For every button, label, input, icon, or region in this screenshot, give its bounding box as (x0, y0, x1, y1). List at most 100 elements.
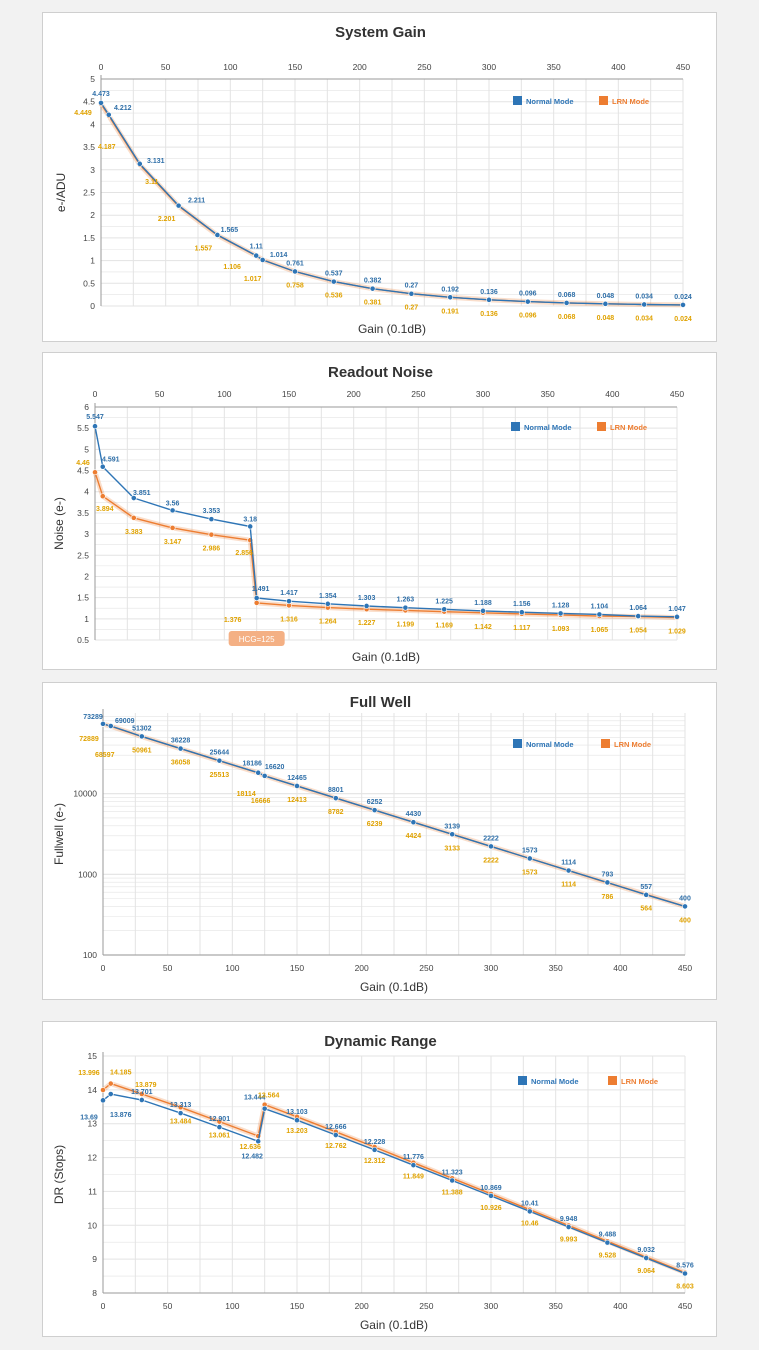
lrn-data-label: 2222 (483, 857, 499, 864)
normal-data-label: 5.547 (86, 414, 104, 421)
x-tick-label: 400 (611, 62, 625, 72)
x-tick-label: 450 (670, 389, 684, 399)
x-tick-label: 250 (419, 1301, 433, 1311)
normal-data-label: 9.032 (637, 1247, 655, 1254)
normal-data-label: 12.901 (209, 1116, 231, 1123)
normal-data-label: 36228 (171, 738, 191, 745)
normal-data-point (247, 523, 254, 530)
normal-data-point (294, 1117, 300, 1124)
y-tick-label: 3 (84, 529, 89, 539)
lrn-data-label: 3133 (444, 845, 460, 852)
lrn-data-point (100, 1087, 106, 1093)
normal-data-label: 16620 (265, 764, 285, 771)
lrn-data-label: 12413 (287, 797, 307, 804)
x-tick-label: 100 (225, 1301, 239, 1311)
normal-data-label: 1.11 (250, 244, 263, 251)
lrn-data-label: 1.557 (195, 245, 213, 252)
normal-data-point (105, 111, 112, 118)
normal-data-label: 1.014 (270, 252, 288, 259)
lrn-data-label: 1.017 (244, 276, 262, 283)
x-tick-label: 100 (225, 963, 239, 973)
lrn-data-label: 10.46 (521, 1221, 539, 1228)
legend-lrn-swatch (599, 96, 608, 105)
lrn-data-label: 1.142 (474, 624, 492, 631)
normal-data-point (107, 723, 114, 729)
x-tick-label: 350 (547, 62, 561, 72)
normal-data-label: 0.192 (441, 286, 459, 293)
normal-data-label: 9.948 (560, 1216, 578, 1223)
normal-data-label: 2222 (483, 835, 499, 842)
x-tick-label: 0 (93, 389, 98, 399)
normal-data-point (643, 891, 650, 898)
normal-data-label: 3139 (444, 823, 460, 830)
lrn-data-label: 3.147 (164, 539, 182, 546)
normal-data-label: 12.666 (325, 1124, 347, 1131)
normal-data-label: 3.131 (147, 158, 165, 165)
normal-data-label: 1.064 (629, 605, 647, 612)
y-tick-label: 5.5 (77, 423, 89, 433)
normal-data-label: 25644 (210, 750, 230, 757)
normal-data-label: 1.263 (397, 597, 415, 604)
legend-normal-label: Normal Mode (531, 1077, 579, 1086)
legend-normal-label: Normal Mode (526, 97, 574, 106)
normal-data-point (674, 613, 680, 620)
x-tick-label: 50 (163, 963, 173, 973)
lrn-data-label: 1.054 (629, 628, 647, 635)
normal-data-point (604, 1239, 611, 1246)
x-tick-label: 300 (476, 389, 490, 399)
normal-data-label: 1.156 (513, 601, 531, 608)
normal-data-label: 51302 (132, 725, 152, 732)
y-tick-label: 0.5 (77, 635, 89, 645)
x-axis-label: Gain (0.1dB) (358, 322, 426, 336)
normal-data-point (324, 600, 331, 607)
normal-data-point (216, 757, 223, 764)
normal-data-label: 0.024 (674, 294, 692, 301)
legend-normal-swatch (511, 422, 520, 431)
x-axis-label: Gain (0.1dB) (360, 980, 428, 994)
x-tick-label: 0 (101, 1301, 106, 1311)
normal-data-point (253, 252, 260, 259)
x-tick-label: 300 (482, 62, 496, 72)
lrn-data-label: 0.096 (519, 313, 537, 320)
normal-data-point (138, 1097, 145, 1103)
lrn-data-label: 14.185 (110, 1070, 132, 1077)
normal-data-point (363, 603, 370, 609)
normal-data-point (100, 1097, 106, 1104)
lrn-data-label: 2.986 (203, 546, 221, 553)
normal-data-point (596, 611, 603, 618)
dynamic-range-panel: Dynamic Range 0 50 100 150 200 250 300 350 400 450… (42, 1021, 717, 1337)
readout-noise-panel: Readout Noise 0 50 100 150 200 250 300 350 400 450… (42, 352, 717, 670)
normal-data-point (682, 1270, 688, 1277)
lrn-data-label: 68597 (95, 752, 115, 759)
lrn-series-line (94, 471, 678, 619)
x-tick-label: 400 (613, 963, 627, 973)
normal-data-point (410, 1162, 417, 1169)
normal-data-point (332, 1132, 339, 1138)
normal-data-point (99, 463, 106, 470)
normal-data-point (92, 423, 98, 430)
normal-data-label: 69009 (115, 718, 135, 725)
lrn-data-label: 9.064 (637, 1268, 655, 1275)
x-tick-label: 250 (419, 963, 433, 973)
lrn-data-label: 16666 (251, 798, 271, 805)
lrn-data-point (130, 514, 137, 521)
lrn-data-label: 25513 (210, 772, 230, 779)
y-tick-label: 4.5 (83, 97, 95, 107)
lrn-data-label: 18114 (237, 791, 256, 798)
lrn-data-label: 13.564 (258, 1093, 280, 1100)
normal-data-label: 9.488 (599, 1232, 617, 1239)
y-tick-label: 11 (88, 1186, 97, 1196)
normal-data-label: 12.228 (364, 1139, 386, 1146)
legend-lrn-label: LRN Mode (612, 97, 649, 106)
lrn-data-point (208, 531, 215, 538)
normal-data-label: 8801 (328, 787, 344, 794)
lrn-data-label: 0.381 (364, 300, 382, 307)
normal-data-label: 1.225 (435, 598, 453, 605)
y-axis-label: Noise (e-) (52, 497, 66, 550)
y-tick-label: 5 (90, 74, 95, 84)
normal-data-label: 8.576 (676, 1262, 694, 1269)
normal-data-label: 13.313 (170, 1102, 192, 1109)
lrn-data-label: 3.383 (125, 529, 143, 536)
normal-data-point (255, 769, 262, 776)
normal-data-label: 0.096 (519, 291, 537, 298)
